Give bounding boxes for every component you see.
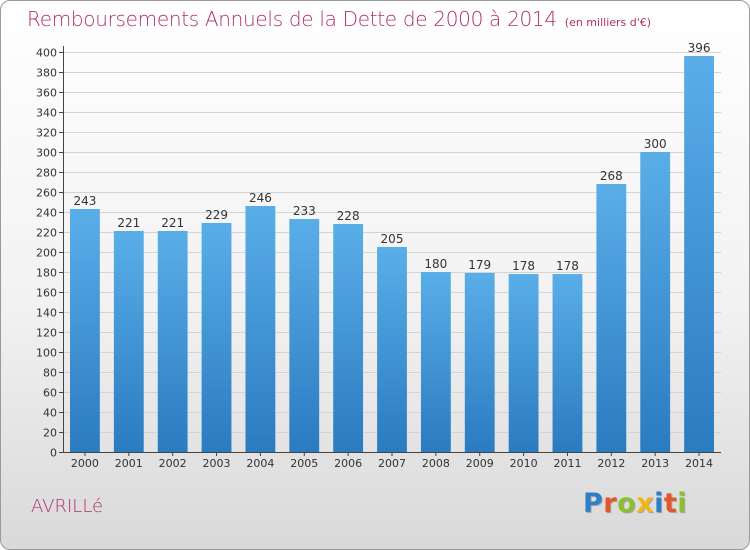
y-tick-label: 120 <box>36 327 57 340</box>
x-tick-label-2010: 2010 <box>510 457 538 470</box>
logo-letter: o <box>617 488 637 519</box>
chart-unit: (en milliers d'€) <box>564 16 652 29</box>
logo-letter: i <box>654 488 664 519</box>
x-tick-label-2011: 2011 <box>553 457 581 470</box>
x-tick-label-2006: 2006 <box>334 457 362 470</box>
bar-2011 <box>552 274 583 452</box>
data-label-2012: 268 <box>600 169 623 183</box>
y-tick-label: 360 <box>36 87 57 100</box>
y-tick-label: 40 <box>43 407 57 420</box>
x-tick-label-2005: 2005 <box>290 457 318 470</box>
data-label-2011: 178 <box>556 259 579 273</box>
bar-2006 <box>333 224 364 452</box>
bar-2001 <box>113 231 144 452</box>
y-tick-label: 80 <box>43 367 57 380</box>
bar-2005 <box>289 219 320 452</box>
y-axis-ticks: 0 20 40 60 80 100 120 140 160 180 200 220 240 260 280 3… <box>36 47 63 460</box>
data-label-2013: 300 <box>644 137 667 151</box>
chart-title: Remboursements Annuels de la Dette de 20… <box>27 7 557 31</box>
logo-letter: P <box>583 488 604 519</box>
bar-2013 <box>640 152 671 452</box>
x-tick-label-2003: 2003 <box>203 457 231 470</box>
y-tick-label: 320 <box>36 127 57 140</box>
bar-2004 <box>245 206 276 452</box>
data-label-2005: 233 <box>293 204 316 218</box>
x-tick-label-2013: 2013 <box>641 457 669 470</box>
y-tick-label: 180 <box>36 267 57 280</box>
x-tick-label-2002: 2002 <box>159 457 187 470</box>
y-tick-label: 300 <box>36 147 57 160</box>
bar-2000 <box>70 209 100 452</box>
data-label-2002: 221 <box>161 216 184 230</box>
city-name: AVRILLé <box>31 496 104 517</box>
x-tick-label-2004: 2004 <box>246 457 274 470</box>
x-axis-ticks: 2000 2001 2002 2003 2004 2005 2006 2007 2008 2009… <box>71 452 713 470</box>
data-label-2010: 178 <box>512 259 535 273</box>
logo-letter: t <box>663 488 678 519</box>
y-tick-label: 400 <box>36 47 57 60</box>
logo-letter: x <box>636 488 655 519</box>
bar-2003 <box>201 223 232 452</box>
bar-2010 <box>508 274 539 452</box>
x-tick-label-2008: 2008 <box>422 457 450 470</box>
y-tick-label: 240 <box>36 207 57 220</box>
y-tick-label: 380 <box>36 67 57 80</box>
logo-letter: r <box>603 488 618 519</box>
bar-series <box>70 56 714 452</box>
bar-2002 <box>157 231 188 452</box>
y-tick-label: 220 <box>36 227 57 240</box>
bar-2014 <box>684 56 714 452</box>
y-tick-label: 280 <box>36 167 57 180</box>
chart-title-block: Remboursements Annuels de la Dette de 20… <box>27 7 651 31</box>
data-label-2003: 229 <box>205 208 228 222</box>
bar-2012 <box>596 184 627 452</box>
y-tick-label: 340 <box>36 107 57 120</box>
data-label-2007: 205 <box>381 232 404 246</box>
x-tick-label-2000: 2000 <box>71 457 99 470</box>
data-label-2009: 179 <box>468 258 491 272</box>
y-tick-label: 0 <box>50 447 57 460</box>
x-tick-label-2014: 2014 <box>685 457 713 470</box>
bar-2007 <box>377 247 407 452</box>
data-labels: 243 221 221 229 246 233 228 205 180 179 178 178 268 3… <box>73 41 710 273</box>
x-tick-label-2001: 2001 <box>115 457 143 470</box>
y-tick-label: 260 <box>36 187 57 200</box>
y-tick-label: 160 <box>36 287 57 300</box>
y-tick-label: 200 <box>36 247 57 260</box>
bar-2009 <box>464 273 495 452</box>
data-label-2008: 180 <box>424 257 447 271</box>
data-label-2000: 243 <box>73 194 96 208</box>
data-label-2006: 228 <box>337 209 360 223</box>
bar-2008 <box>420 272 451 452</box>
y-tick-label: 20 <box>43 427 57 440</box>
x-tick-label-2007: 2007 <box>378 457 406 470</box>
data-label-2014: 396 <box>688 41 711 55</box>
x-tick-label-2012: 2012 <box>597 457 625 470</box>
data-label-2001: 221 <box>117 216 140 230</box>
x-tick-label-2009: 2009 <box>466 457 494 470</box>
logo-letter: i <box>677 488 688 519</box>
data-label-2004: 246 <box>249 191 272 205</box>
axes <box>63 46 721 453</box>
y-tick-label: 100 <box>36 347 57 360</box>
y-tick-label: 60 <box>43 387 57 400</box>
y-tick-label: 140 <box>36 307 57 320</box>
